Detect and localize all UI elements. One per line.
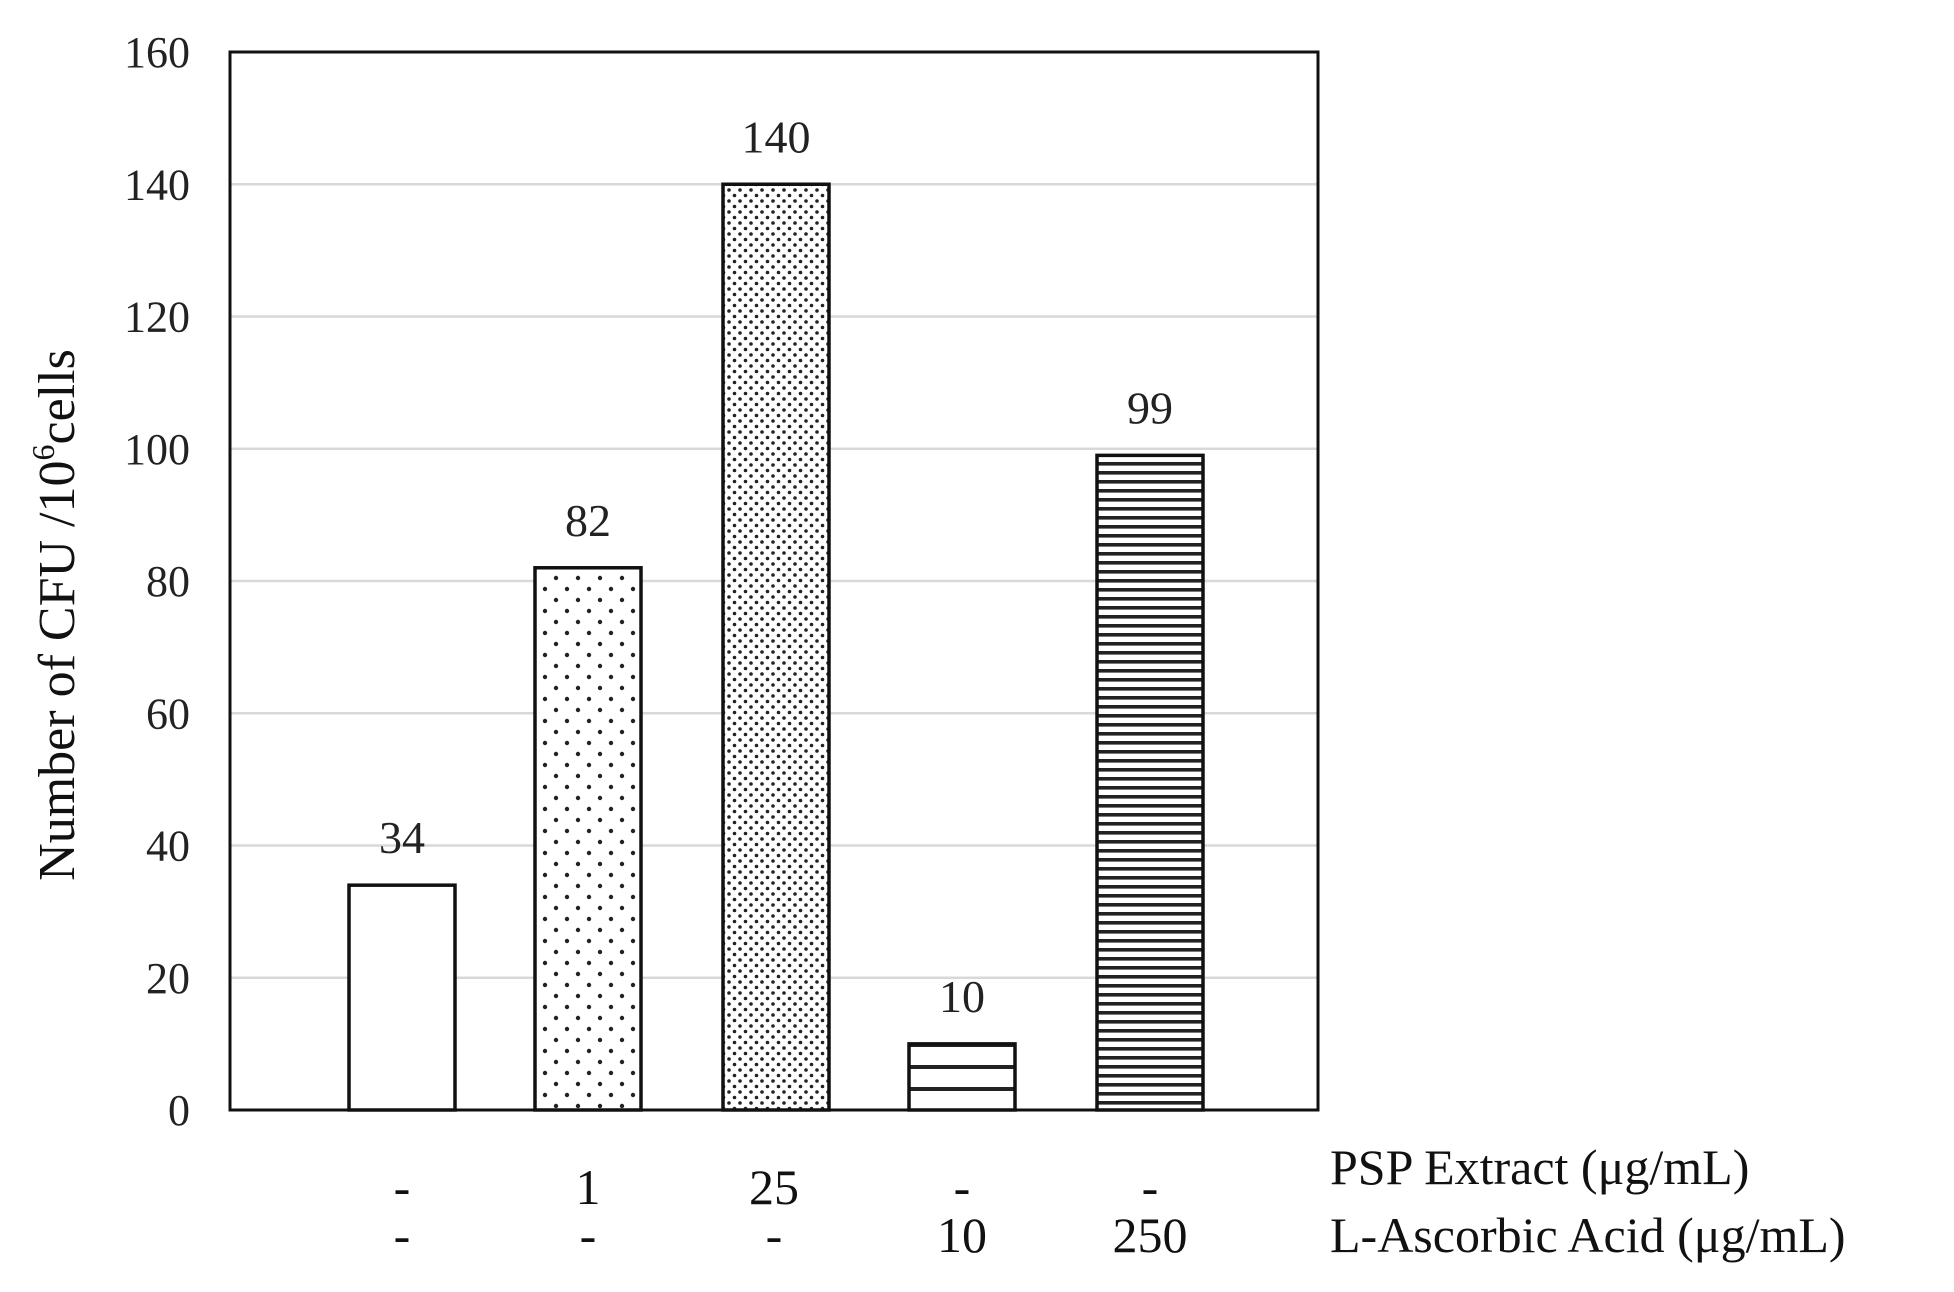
y-axis-title-superscript: 6 [25,444,61,460]
y-tick-label: 140 [124,160,190,209]
y-axis-title-tail: cells [29,349,86,444]
value-labels: 34 82 140 10 99 [379,111,1173,1022]
y-tick-label: 80 [146,557,190,606]
condition-value: - [394,1207,411,1263]
condition-value: 25 [749,1159,799,1215]
value-label: 10 [939,971,985,1022]
condition-value: 1 [576,1159,601,1215]
y-tick-label: 0 [168,1086,190,1135]
value-label: 140 [742,111,811,162]
condition-row-label: PSP Extract (μg/mL) [1330,1139,1749,1195]
condition-value: 10 [937,1207,987,1263]
y-tick-label: 60 [146,689,190,738]
bar [533,566,643,1112]
bar [1095,453,1205,1112]
y-tick-label: 100 [124,425,190,474]
condition-value: - [580,1207,597,1263]
bar [347,883,457,1112]
y-tick-label: 160 [124,28,190,77]
y-tick-label: 20 [146,954,190,1003]
bar [907,1042,1017,1112]
bars [347,182,1205,1112]
y-axis-title-main: Number of CFU /10 [29,460,86,880]
condition-value: - [1142,1159,1159,1215]
condition-value: - [954,1159,971,1215]
value-label: 82 [565,495,611,546]
bar [721,182,831,1112]
value-label: 99 [1127,382,1173,433]
y-axis-title: Number of CFU /106cells [25,349,86,881]
y-tick-label: 120 [124,293,190,342]
y-tick-label: 40 [146,822,190,871]
condition-row-label: L-Ascorbic Acid (μg/mL) [1330,1207,1846,1263]
condition-value: - [766,1207,783,1263]
condition-value: - [394,1159,411,1215]
condition-table: -1 25- - PSP Extract (μg/mL)- - -10 250 L-Ascor… [394,1139,1846,1263]
condition-value: 250 [1113,1207,1188,1263]
y-tick-labels: 0 20 40 60 80 100 120 140 160 [124,28,190,1135]
value-label: 34 [379,812,425,863]
plot-frame [228,50,1320,1112]
